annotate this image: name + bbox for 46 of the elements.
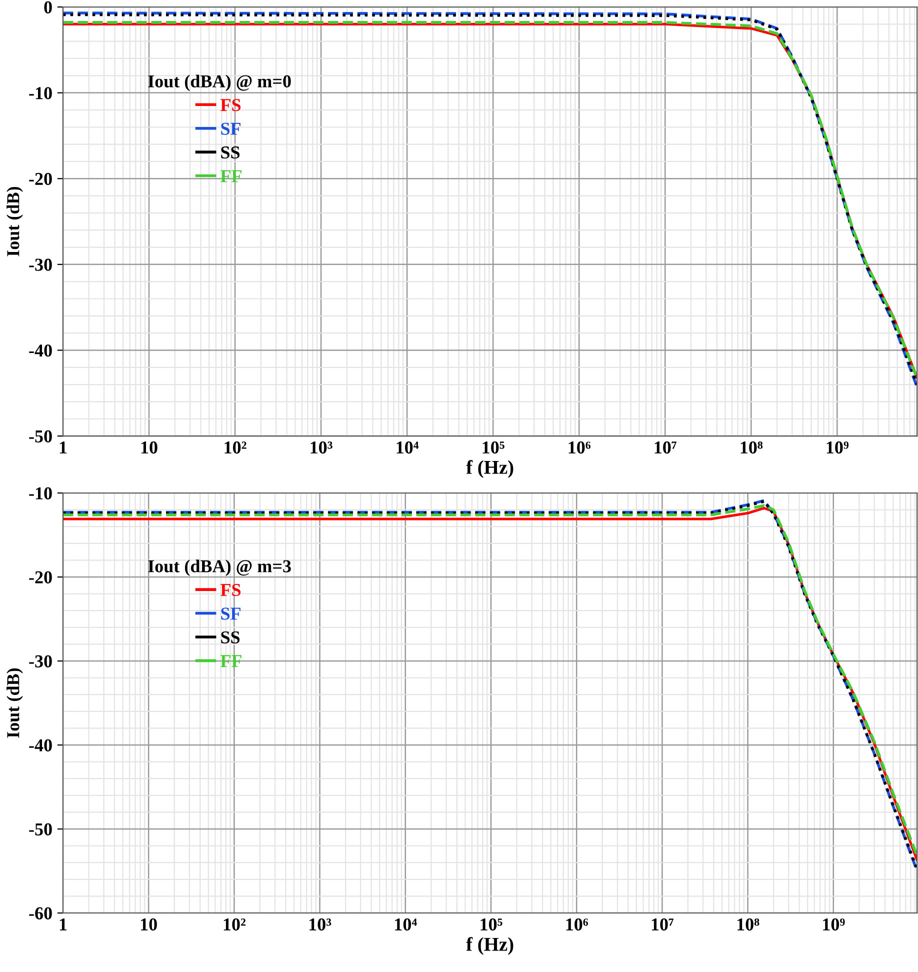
legend-label: FF (220, 170, 242, 182)
x-tick-label: 10³ (310, 441, 332, 454)
legend-label: SF (221, 608, 240, 620)
legend-label: SF (221, 122, 240, 135)
y-tick-label: -30 (29, 258, 52, 271)
x-tick-label: 10⁷ (654, 441, 676, 454)
y-tick-label: -50 (29, 430, 52, 442)
x-tick-label: 10⁸ (738, 918, 760, 931)
x-tick-label: 10⁵ (482, 441, 504, 454)
legend-label: FS (220, 584, 241, 596)
y-tick-label: -50 (29, 823, 52, 836)
x-tick-label: 10² (224, 918, 246, 931)
legend-title: Iout (dBA) @ m=0 (148, 74, 291, 92)
legend-label: SS (221, 146, 240, 159)
y-tick-label: -60 (29, 907, 52, 920)
y-tick-label: -10 (29, 87, 52, 100)
x-tick-label: 1 (60, 918, 67, 930)
x-tick-label: 10⁶ (566, 918, 588, 931)
x-tick-label: 10⁴ (395, 918, 417, 931)
x-axis-title: f (Hz) (466, 460, 514, 478)
y-tick-label: -40 (29, 739, 52, 752)
x-tick-label: 10 (141, 441, 158, 454)
x-tick-label: 10⁵ (480, 918, 502, 931)
legend-label: FS (220, 99, 241, 112)
legend-title: Iout (dBA) @ m=3 (148, 560, 291, 576)
x-tick-label: 1 (60, 442, 67, 454)
y-tick-label: -10 (29, 487, 52, 500)
y-tick-label: -30 (29, 655, 52, 668)
x-tick-label: 10² (224, 441, 246, 454)
y-axis-title: Iout (dB) (6, 186, 23, 256)
y-tick-label: -40 (29, 344, 52, 357)
y-tick-label: 0 (44, 1, 52, 14)
y-axis-title: Iout (dB) (6, 668, 23, 738)
legend-label: SS (221, 631, 240, 644)
legend-label: FF (220, 655, 242, 668)
x-tick-label: 10⁶ (568, 441, 590, 454)
x-tick-label: 10³ (309, 918, 332, 931)
x-tick-label: 10⁹ (826, 441, 849, 454)
x-tick-label: 10 (140, 918, 157, 931)
y-tick-label: -20 (29, 172, 52, 186)
y-tick-label: -20 (29, 571, 52, 584)
x-axis-title: f (Hz) (466, 937, 514, 955)
x-tick-label: 10⁸ (740, 441, 763, 454)
x-tick-label: 10⁹ (823, 918, 845, 931)
x-tick-label: 10⁷ (652, 918, 674, 931)
x-tick-label: 10⁴ (396, 441, 419, 454)
